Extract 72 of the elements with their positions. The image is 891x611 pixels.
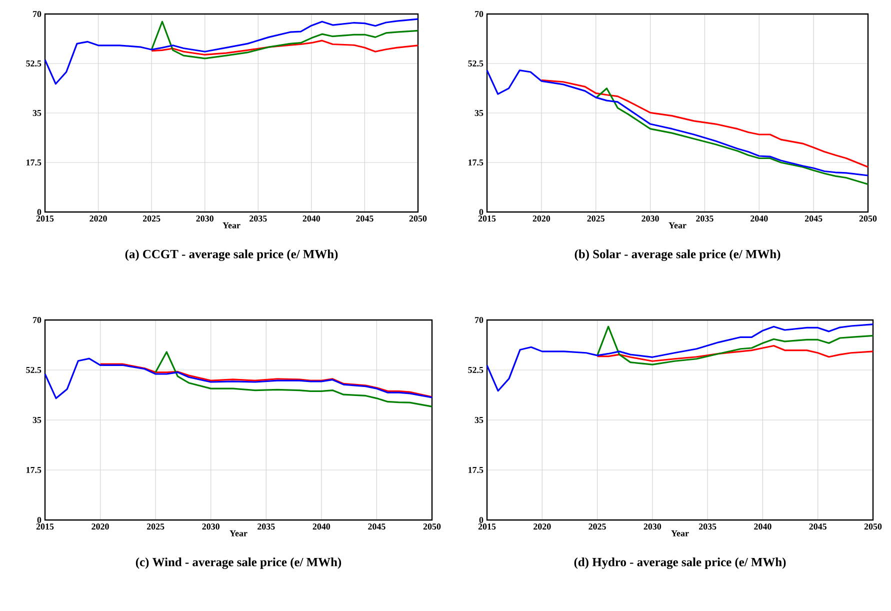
- x-tick-label: 2045: [368, 524, 386, 530]
- x-tick-label: 2025: [146, 524, 164, 530]
- line-series: [486, 323, 874, 392]
- x-tick-label: 2020: [90, 216, 107, 222]
- x-tick-label: 2050: [864, 524, 882, 530]
- x-tick-label: 2025: [588, 524, 606, 530]
- y-tick-label: 0: [37, 208, 42, 216]
- y-tick-label: 17.5: [468, 159, 484, 166]
- line-series: [595, 88, 869, 186]
- y-tick-label: 35: [474, 110, 484, 116]
- x-axis-title: Year: [668, 222, 686, 228]
- x-tick-label: 2035: [258, 524, 275, 530]
- x-tick-label: 2050: [423, 524, 441, 530]
- y-tick-label: 70: [475, 10, 484, 18]
- x-axis-title: Year: [222, 222, 240, 228]
- y-tick-label: 70: [33, 10, 42, 18]
- x-tick-label: 2040: [312, 524, 330, 530]
- x-tick-label: 2020: [92, 524, 109, 530]
- x-tick-label: 2050: [409, 216, 427, 222]
- x-tick-label: 2020: [532, 216, 550, 222]
- line-series: [150, 20, 419, 60]
- x-tick-label: 2025: [587, 216, 605, 222]
- y-tick-label: 35: [32, 110, 42, 116]
- line-series: [154, 351, 433, 408]
- text: (a) CCGT - average sale price (e/ MWh): [125, 250, 338, 261]
- x-tick-label: 2045: [809, 524, 827, 530]
- y-tick-label: 0: [479, 516, 484, 524]
- y-tick-label: 70: [475, 316, 484, 324]
- x-tick-label: 2040: [750, 216, 768, 222]
- y-tick-label: 52.5: [468, 60, 484, 67]
- x-tick-label: 2045: [804, 216, 822, 222]
- line-series: [486, 69, 869, 176]
- y-tick-label: 35: [474, 416, 484, 424]
- y-tick-label: 35: [32, 416, 42, 424]
- x-tick-label: 2035: [250, 216, 267, 222]
- line-series: [540, 79, 869, 168]
- x-tick-label: 2035: [698, 524, 716, 530]
- x-axis-title: Year: [230, 530, 248, 536]
- x-tick-label: 2015: [478, 524, 496, 530]
- x-tick-label: 2035: [696, 216, 714, 222]
- y-tick-label: 17.5: [26, 159, 42, 166]
- text: (b) Solar - average sale price (e/ MWh): [574, 250, 780, 261]
- line-series: [99, 363, 433, 398]
- y-tick-label: 52.5: [468, 366, 484, 374]
- x-tick-label: 2020: [534, 524, 551, 530]
- x-tick-label: 2045: [356, 216, 374, 222]
- x-tick-label: 2050: [859, 216, 877, 222]
- y-tick-label: 17.5: [26, 466, 42, 474]
- x-tick-label: 2030: [642, 216, 659, 222]
- line-series: [44, 358, 433, 400]
- y-tick-label: 0: [479, 208, 484, 216]
- line-series: [44, 18, 419, 85]
- y-tick-label: 52.5: [26, 60, 42, 67]
- y-tick-label: 70: [33, 316, 42, 324]
- x-tick-label: 2015: [478, 216, 496, 222]
- x-tick-label: 2030: [196, 216, 214, 222]
- y-tick-label: 52.5: [26, 366, 42, 374]
- text: (c) Wind - average sale price (e/ MWh): [136, 558, 342, 569]
- x-tick-label: 2025: [142, 216, 160, 222]
- line-series: [596, 326, 874, 366]
- x-tick-label: 2030: [202, 524, 220, 530]
- x-tick-label: 2015: [36, 524, 54, 530]
- line-series: [596, 344, 874, 362]
- text: (d) Hydro - average sale price (e/ MWh): [574, 558, 786, 569]
- y-tick-label: 0: [37, 516, 42, 524]
- line-series: [150, 40, 419, 56]
- x-tick-label: 2015: [36, 216, 54, 222]
- x-axis-title: Year: [671, 530, 689, 536]
- x-tick-label: 2040: [754, 524, 772, 530]
- x-tick-label: 2040: [302, 216, 320, 222]
- y-tick-label: 17.5: [468, 466, 484, 474]
- x-tick-label: 2030: [644, 524, 662, 530]
